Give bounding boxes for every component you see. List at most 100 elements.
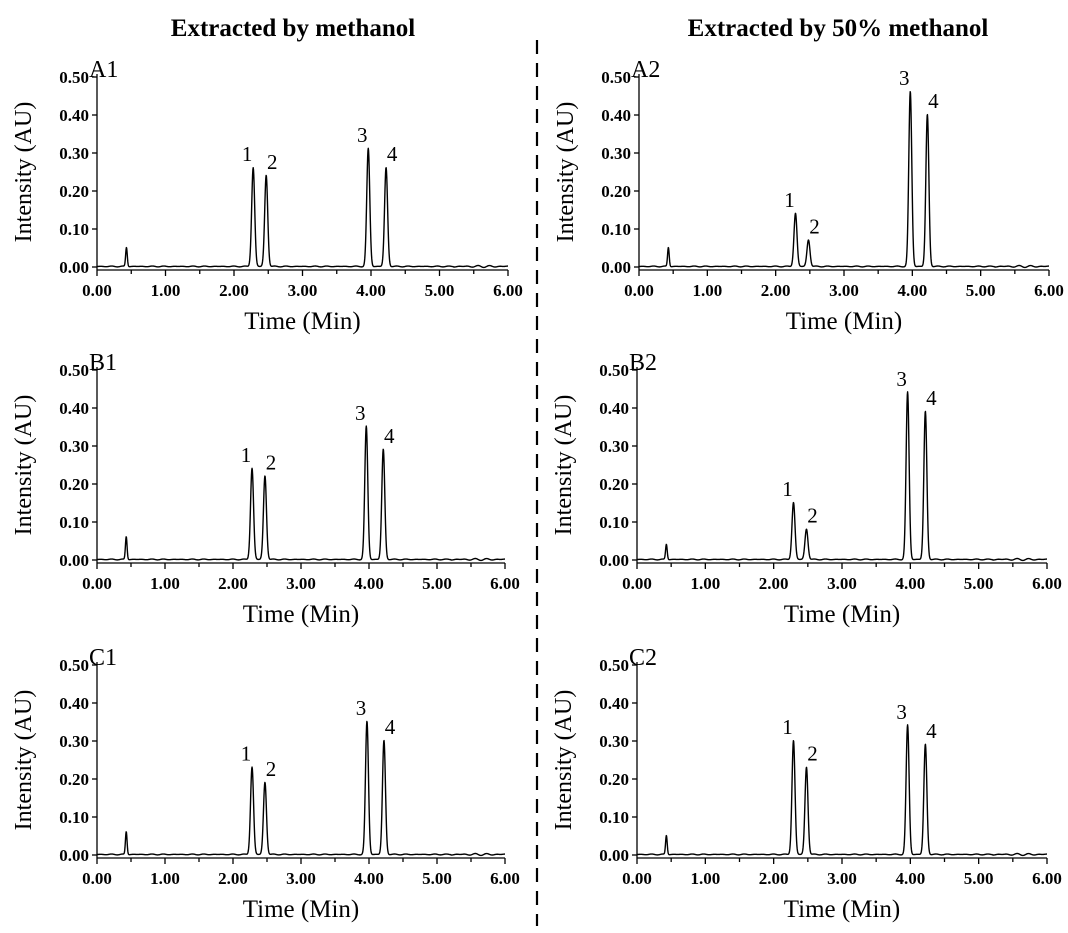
peak-label-4: 4 <box>926 386 937 410</box>
y-tick-label: 0.20 <box>599 770 629 789</box>
chromatogram-trace <box>636 724 1048 857</box>
peak-label-2: 2 <box>266 450 277 474</box>
peak-label-4: 4 <box>928 89 939 113</box>
x-tick-label: 1.00 <box>690 574 720 593</box>
peak-label-1: 1 <box>782 477 793 501</box>
x-tick-label: 3.00 <box>827 869 857 888</box>
x-tick-label: 2.00 <box>759 574 789 593</box>
y-tick-label: 0.30 <box>599 437 629 456</box>
chromatogram-trace <box>636 391 1048 562</box>
x-tick-label: 1.00 <box>151 281 181 300</box>
x-tick-label: 5.00 <box>422 574 452 593</box>
y-axis-title: Intensity (AU) <box>551 690 577 831</box>
y-axis-title: Intensity (AU) <box>11 690 37 831</box>
peak-label-3: 3 <box>356 696 367 720</box>
x-tick-label: 5.00 <box>964 574 994 593</box>
y-tick-label: 0.00 <box>59 258 89 277</box>
y-tick-label: 0.10 <box>601 220 631 239</box>
x-tick-label: 6.00 <box>1032 574 1062 593</box>
y-tick-label: 0.40 <box>599 399 629 418</box>
y-tick-label: 0.10 <box>59 808 89 827</box>
peak-label-3: 3 <box>899 66 910 90</box>
x-axis-title: Time (Min) <box>243 601 359 628</box>
y-tick-label: 0.50 <box>599 361 629 380</box>
y-tick-label: 0.40 <box>601 106 631 125</box>
panel-label: A1 <box>89 57 118 83</box>
x-tick-label: 4.00 <box>354 869 384 888</box>
x-tick-label: 4.00 <box>354 574 384 593</box>
x-tick-label: 1.00 <box>692 281 722 300</box>
panel-label: A2 <box>631 57 660 83</box>
peak-label-2: 2 <box>267 150 278 174</box>
y-axis-title: Intensity (AU) <box>11 102 37 243</box>
y-tick-label: 0.50 <box>601 68 631 87</box>
y-tick-label: 0.50 <box>59 656 89 675</box>
y-axis-title: Intensity (AU) <box>553 102 579 243</box>
peak-label-2: 2 <box>266 757 277 781</box>
y-tick-label: 0.20 <box>59 475 89 494</box>
x-tick-label: 1.00 <box>150 574 180 593</box>
y-tick-label: 0.50 <box>599 656 629 675</box>
x-tick-label: 3.00 <box>827 574 857 593</box>
x-tick-label: 4.00 <box>895 574 925 593</box>
peak-label-3: 3 <box>357 123 368 147</box>
peak-label-1: 1 <box>784 188 795 212</box>
panels: 0.00 0.10 0.20 0.30 0.40 0.50 0.00 1.00 2.00 3.00… <box>11 57 1064 923</box>
x-tick-label: 3.00 <box>286 869 316 888</box>
x-tick-label: 2.00 <box>218 869 248 888</box>
peak-label-2: 2 <box>809 214 820 238</box>
x-tick-label: 6.00 <box>493 281 523 300</box>
chromatogram-trace <box>96 720 506 857</box>
y-tick-label: 0.00 <box>599 846 629 865</box>
x-tick-label: 6.00 <box>490 574 520 593</box>
peak-label-3: 3 <box>896 367 907 391</box>
x-tick-label: 0.00 <box>624 281 654 300</box>
chromatogram-trace <box>96 147 509 269</box>
peak-label-4: 4 <box>385 715 396 739</box>
y-tick-label: 0.30 <box>599 732 629 751</box>
chart-panel-a1: 0.00 0.10 0.20 0.30 0.40 0.50 0.00 1.00 2.00 3.00… <box>11 57 523 335</box>
chart-panel-a2: 0.00 0.10 0.20 0.30 0.40 0.50 0.00 1.00 2.00 3.00… <box>553 57 1064 335</box>
panel-label: B2 <box>629 350 657 376</box>
x-axis-title: Time (Min) <box>244 308 360 335</box>
y-axis-title: Intensity (AU) <box>11 395 37 536</box>
peak-label-3: 3 <box>355 401 366 425</box>
x-tick-label: 2.00 <box>219 281 249 300</box>
y-tick-label: 0.00 <box>59 551 89 570</box>
y-tick-label: 0.30 <box>59 732 89 751</box>
x-tick-label: 6.00 <box>490 869 520 888</box>
y-axis-title: Intensity (AU) <box>551 395 577 536</box>
peak-label-3: 3 <box>896 700 907 724</box>
y-tick-label: 0.40 <box>59 399 89 418</box>
y-tick-label: 0.10 <box>59 513 89 532</box>
y-tick-label: 0.20 <box>601 182 631 201</box>
panel-label: C1 <box>89 645 117 671</box>
x-tick-label: 0.00 <box>622 869 652 888</box>
x-tick-label: 0.00 <box>622 574 652 593</box>
chart-panel-c2: 0.00 0.10 0.20 0.30 0.40 0.50 0.00 1.00 2.00 3.00… <box>551 645 1062 923</box>
x-axis-title: Time (Min) <box>784 896 900 923</box>
y-tick-label: 0.30 <box>59 144 89 163</box>
chromatogram-trace <box>96 425 506 562</box>
chart-panel-b1: 0.00 0.10 0.20 0.30 0.40 0.50 0.00 1.00 2.00 3.00… <box>11 350 520 628</box>
chart-panel-c1: 0.00 0.10 0.20 0.30 0.40 0.50 0.00 1.00 2.00 3.00… <box>11 645 520 923</box>
x-tick-label: 5.00 <box>425 281 455 300</box>
y-tick-label: 0.40 <box>599 694 629 713</box>
column-title-left: Extracted by methanol <box>171 15 415 42</box>
x-tick-label: 2.00 <box>218 574 248 593</box>
x-tick-label: 5.00 <box>422 869 452 888</box>
peak-label-4: 4 <box>384 424 395 448</box>
x-tick-label: 2.00 <box>759 869 789 888</box>
column-title-right: Extracted by 50% methanol <box>688 15 989 42</box>
y-tick-label: 0.20 <box>599 475 629 494</box>
peak-label-1: 1 <box>782 715 793 739</box>
peak-label-1: 1 <box>242 142 253 166</box>
x-tick-label: 3.00 <box>288 281 318 300</box>
x-tick-label: 3.00 <box>286 574 316 593</box>
y-tick-label: 0.20 <box>59 770 89 789</box>
y-tick-label: 0.30 <box>59 437 89 456</box>
y-tick-label: 0.00 <box>59 846 89 865</box>
x-axis-title: Time (Min) <box>784 601 900 628</box>
